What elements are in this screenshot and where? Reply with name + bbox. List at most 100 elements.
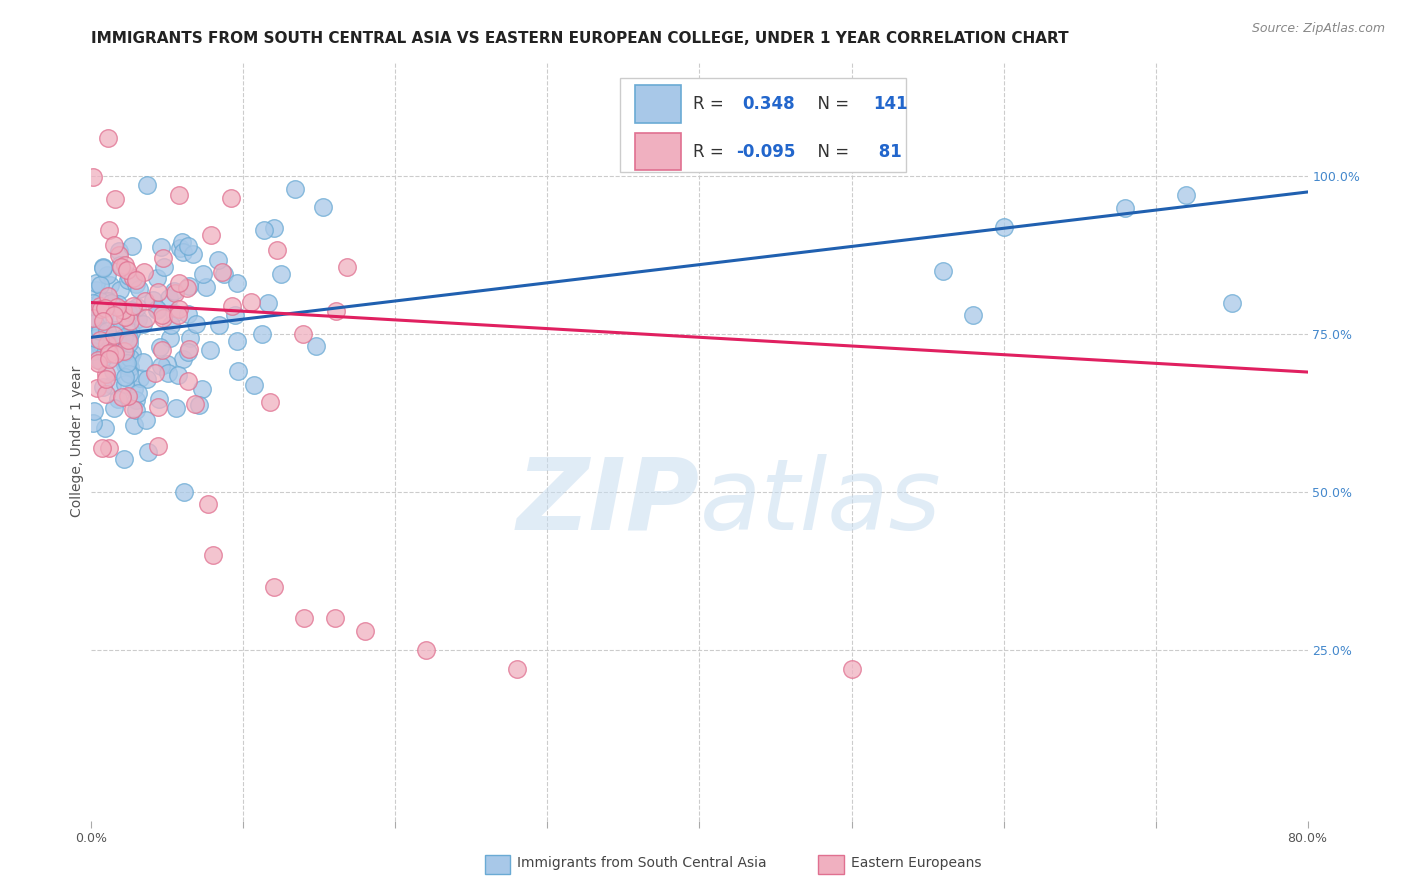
Point bbox=[253, 223, 276, 237]
Point bbox=[115, 356, 138, 370]
Point bbox=[150, 308, 173, 322]
Point bbox=[172, 352, 194, 367]
Point bbox=[125, 403, 148, 417]
Point bbox=[177, 238, 200, 252]
Point bbox=[122, 382, 145, 396]
Point bbox=[103, 238, 125, 252]
Point bbox=[107, 297, 129, 311]
Point bbox=[184, 397, 207, 411]
Point bbox=[90, 354, 112, 368]
Text: -0.095: -0.095 bbox=[735, 143, 796, 161]
Point bbox=[305, 339, 328, 353]
Point bbox=[117, 305, 139, 319]
Point bbox=[96, 344, 118, 359]
Point bbox=[84, 283, 107, 297]
Point bbox=[105, 333, 128, 347]
Point bbox=[118, 331, 141, 345]
Point bbox=[312, 200, 335, 214]
Point bbox=[96, 324, 118, 338]
Point bbox=[114, 258, 136, 272]
Point bbox=[145, 271, 167, 285]
Point bbox=[197, 497, 219, 511]
Point bbox=[103, 343, 125, 357]
Point bbox=[96, 337, 118, 351]
Point bbox=[157, 291, 180, 305]
Point bbox=[226, 334, 249, 348]
Y-axis label: College, Under 1 year: College, Under 1 year bbox=[70, 366, 84, 517]
Point bbox=[200, 228, 222, 243]
Point bbox=[292, 611, 315, 625]
Point bbox=[176, 280, 198, 294]
Point bbox=[152, 311, 174, 326]
Point bbox=[179, 331, 201, 345]
Point bbox=[291, 327, 314, 342]
Point bbox=[212, 267, 235, 281]
Point bbox=[259, 395, 281, 409]
Point bbox=[120, 326, 142, 340]
Point bbox=[155, 357, 177, 371]
Text: Source: ZipAtlas.com: Source: ZipAtlas.com bbox=[1251, 22, 1385, 36]
Text: IMMIGRANTS FROM SOUTH CENTRAL ASIA VS EASTERN EUROPEAN COLLEGE, UNDER 1 YEAR COR: IMMIGRANTS FROM SOUTH CENTRAL ASIA VS EA… bbox=[91, 31, 1069, 46]
Point bbox=[150, 359, 173, 373]
Point bbox=[94, 421, 117, 435]
Point bbox=[143, 367, 166, 381]
Point bbox=[121, 345, 143, 359]
Point bbox=[177, 345, 200, 359]
Point bbox=[91, 380, 114, 394]
Point bbox=[149, 339, 172, 353]
Point bbox=[105, 300, 128, 314]
Point bbox=[167, 368, 190, 383]
Point bbox=[226, 364, 249, 378]
Point bbox=[97, 352, 120, 367]
Point bbox=[270, 267, 292, 281]
Point bbox=[128, 371, 150, 385]
Point bbox=[104, 346, 127, 360]
Point bbox=[993, 219, 1015, 234]
Point bbox=[187, 398, 209, 412]
Text: R =: R = bbox=[693, 143, 730, 161]
Point bbox=[94, 368, 117, 382]
Point bbox=[149, 240, 172, 254]
Point bbox=[108, 244, 131, 258]
Point bbox=[89, 300, 111, 314]
Point bbox=[94, 301, 117, 315]
Point bbox=[169, 241, 191, 255]
Point bbox=[325, 304, 347, 318]
Point bbox=[142, 293, 165, 308]
Point bbox=[114, 345, 136, 359]
Point bbox=[107, 392, 129, 406]
Point bbox=[94, 339, 117, 353]
Point bbox=[108, 283, 131, 297]
Point bbox=[97, 294, 120, 309]
Point bbox=[91, 314, 114, 328]
Point bbox=[195, 280, 218, 294]
Point bbox=[121, 239, 143, 253]
Point bbox=[136, 445, 159, 459]
Point bbox=[115, 357, 138, 371]
Point bbox=[159, 330, 181, 344]
Point bbox=[150, 343, 173, 357]
Point bbox=[82, 344, 104, 359]
Point bbox=[250, 327, 273, 342]
Point bbox=[86, 313, 108, 327]
Point bbox=[84, 341, 107, 355]
Point bbox=[100, 333, 122, 347]
Point bbox=[107, 248, 129, 262]
Point bbox=[118, 359, 141, 374]
Point bbox=[1114, 201, 1136, 215]
Point bbox=[125, 272, 148, 286]
Point bbox=[91, 260, 114, 275]
Point bbox=[263, 221, 285, 235]
Point bbox=[159, 318, 181, 332]
Point bbox=[112, 352, 135, 367]
Point bbox=[83, 330, 105, 344]
Point bbox=[219, 191, 242, 205]
Point bbox=[145, 303, 167, 318]
Point bbox=[84, 327, 107, 342]
Point bbox=[202, 548, 225, 563]
Point bbox=[152, 251, 174, 265]
Point bbox=[167, 276, 190, 290]
Point bbox=[132, 317, 155, 331]
Point bbox=[125, 277, 148, 292]
Point bbox=[354, 624, 377, 639]
